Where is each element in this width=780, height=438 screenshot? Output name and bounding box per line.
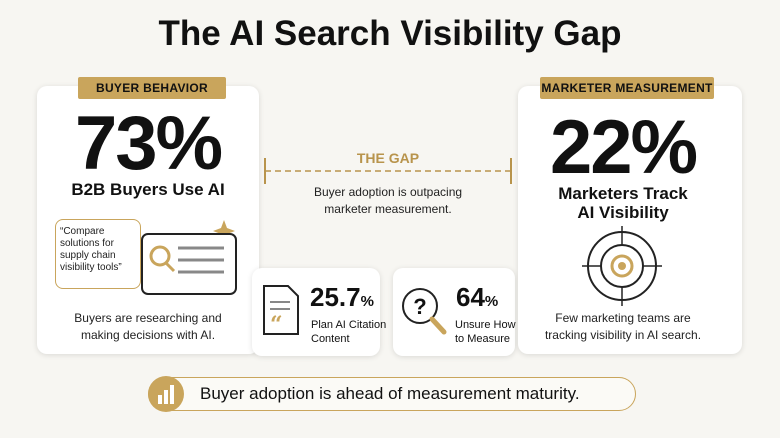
gap-line-text: marketer measurement.	[324, 202, 452, 216]
unit: %	[484, 293, 499, 310]
badge: MARKETER MEASUREMENT	[540, 77, 714, 99]
stat-card-label: Unsure How to Measure	[455, 318, 516, 346]
svg-text:“: “	[270, 312, 283, 338]
unit: %	[360, 293, 374, 310]
stat: 73%	[74, 101, 223, 186]
marketer-card	[518, 86, 742, 354]
label-line: Plan AI Citation	[311, 319, 387, 331]
gap-line	[264, 158, 512, 184]
footer-text: Buyer adoption is ahead of measurement m…	[200, 384, 580, 403]
quote-line: visibility tools”	[60, 262, 122, 273]
quote-bubble: “Compare solutions for supply chain visi…	[55, 219, 141, 289]
caption-line: Few marketing teams are	[555, 311, 691, 325]
caption-line: tracking visibility in AI search.	[544, 328, 702, 342]
label-line: to Measure	[455, 333, 511, 345]
chart-icon	[148, 376, 184, 412]
footer-bar	[148, 377, 636, 411]
question-icon: ?	[402, 288, 447, 335]
label-line: Content	[311, 333, 350, 345]
stat-card-label: Plan AI Citation Content	[311, 318, 386, 346]
label-line: Unsure How	[455, 319, 516, 331]
stat-label: Marketers Track AI Visibility	[518, 184, 728, 222]
title: The AI Search Visibility Gap	[158, 14, 622, 53]
caption-line: Buyers are researching and	[74, 311, 222, 325]
gap-title: THE GAP	[356, 150, 420, 166]
gap-text: Buyer adoption is outpacing marketer mea…	[262, 184, 514, 218]
target-icon	[582, 226, 662, 306]
document-icon: “	[263, 285, 299, 338]
label-line: AI Visibility	[577, 203, 669, 222]
value: 64	[456, 282, 485, 312]
search-icon	[141, 220, 237, 295]
svg-text:?: ?	[413, 294, 426, 319]
quote-line: “Compare	[60, 226, 105, 237]
stat-label: B2B Buyers Use AI	[71, 180, 225, 199]
caption-line: making decisions with AI.	[80, 328, 216, 342]
quote-line: supply chain	[60, 250, 116, 261]
stat-value: 25.7%	[310, 282, 374, 313]
label-line: Marketers Track	[558, 184, 688, 203]
badge: BUYER BEHAVIOR	[78, 77, 226, 99]
gap-line-text: Buyer adoption is outpacing	[313, 185, 463, 199]
stat-value: 64%	[456, 282, 498, 313]
value: 25.7	[310, 282, 361, 312]
caption: Buyers are researching and making decisi…	[37, 310, 259, 344]
stat: 22%	[549, 105, 698, 190]
caption: Few marketing teams are tracking visibil…	[518, 310, 728, 344]
quote-line: solutions for	[60, 238, 114, 249]
